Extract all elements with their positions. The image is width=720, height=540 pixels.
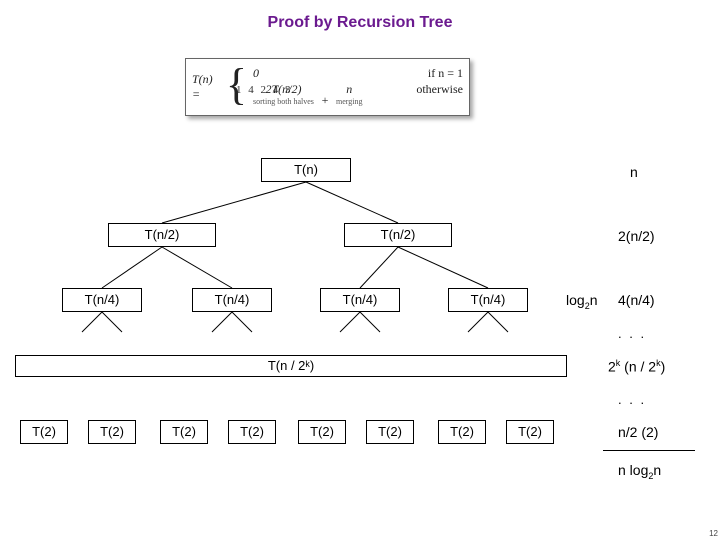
case1-value: 0	[253, 67, 259, 79]
node-l3-1: T(n/4)	[62, 288, 142, 312]
rk-mid: (n / 2	[620, 359, 656, 375]
dots-2: . . .	[618, 392, 646, 407]
cost-row-2: 2(n/2)	[618, 228, 655, 244]
rk-prefix: 2	[608, 359, 616, 375]
leaf-2: T(2)	[88, 420, 136, 444]
case2-term2-text: n	[346, 82, 352, 96]
case2-term2: n merging	[336, 83, 363, 108]
node-l2-right: T(n/2)	[344, 223, 452, 247]
node-l3-3: T(n/4)	[320, 288, 400, 312]
cost-row-3: 4(n/4)	[618, 292, 655, 308]
scrambled-overlay: 1 4 2 4 3	[236, 84, 293, 96]
depth-suffix: n	[590, 292, 598, 308]
case2-plus: +	[317, 93, 333, 107]
total-suffix: n	[653, 462, 661, 478]
leaf-7: T(2)	[438, 420, 486, 444]
cost-row-k: 2k (n / 2k)	[608, 358, 665, 375]
page-title: Proof by Recursion Tree	[0, 14, 720, 32]
node-l3-4: T(n/4)	[448, 288, 528, 312]
cost-total: n log2n	[618, 462, 661, 481]
leaf-4: T(2)	[228, 420, 276, 444]
dots-1: . . .	[618, 326, 646, 341]
formula-case-1: 0 if n = 1	[253, 67, 463, 79]
leaf-5: T(2)	[298, 420, 346, 444]
case2-under2: merging	[336, 96, 363, 108]
slide-number: 12	[709, 529, 718, 538]
leaf-1: T(2)	[20, 420, 68, 444]
node-level-k: T(n / 2ᵏ)	[15, 355, 567, 377]
recurrence-formula: T(n) = { 0 if n = 1 2T(n/2) sorting both…	[185, 58, 470, 116]
rk-suffix: )	[661, 359, 666, 375]
leaf-6: T(2)	[366, 420, 414, 444]
level-k-label: T(n / 2ᵏ)	[268, 358, 314, 373]
cost-row-bottom: n/2 (2)	[618, 424, 658, 440]
total-prefix: n log	[618, 462, 648, 478]
case2-cond: otherwise	[416, 83, 463, 108]
leaf-3: T(2)	[160, 420, 208, 444]
formula-lhs: T(n) =	[192, 72, 220, 102]
node-root: T(n)	[261, 158, 351, 182]
total-rule	[603, 450, 695, 451]
depth-label: log2n	[566, 292, 598, 311]
node-l3-2: T(n/4)	[192, 288, 272, 312]
depth-prefix: log	[566, 292, 585, 308]
cost-row-1: n	[630, 164, 638, 180]
leaf-8: T(2)	[506, 420, 554, 444]
node-l2-left: T(n/2)	[108, 223, 216, 247]
case1-cond: if n = 1	[428, 67, 463, 79]
case2-under1: sorting both halves	[253, 96, 314, 108]
